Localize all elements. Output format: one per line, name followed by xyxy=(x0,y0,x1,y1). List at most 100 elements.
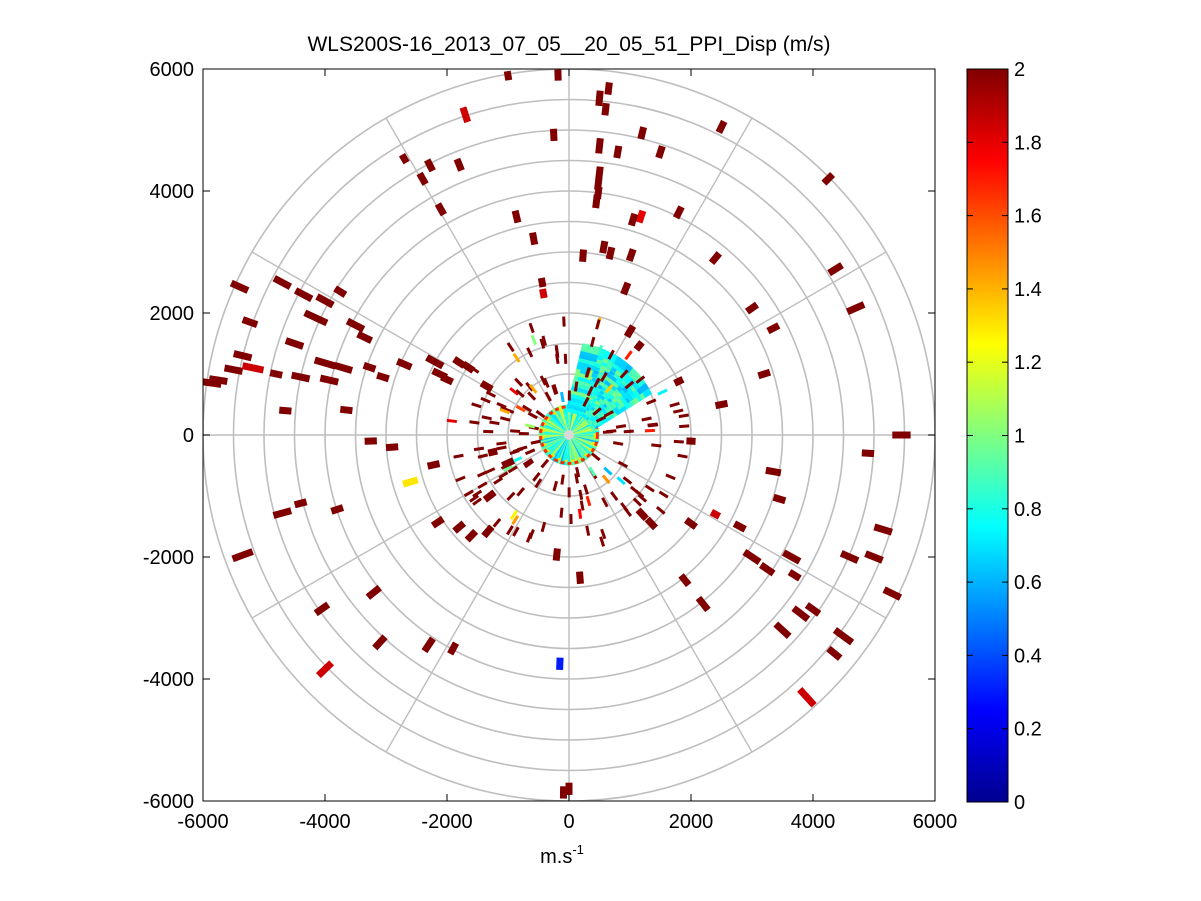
colorbar-tick-label: 1 xyxy=(1014,426,1025,448)
range-gate-segment xyxy=(453,157,465,172)
range-gate-tick xyxy=(560,474,565,485)
range-gate-tick xyxy=(624,350,633,361)
range-gate-tick xyxy=(573,381,579,392)
range-gate-tick xyxy=(518,431,529,436)
range-gate-tick xyxy=(588,466,597,477)
range-gate-segment xyxy=(503,70,513,81)
x-tick-label: -4000 xyxy=(299,811,350,833)
range-gate-segment xyxy=(873,523,893,536)
near-field-sector xyxy=(569,435,594,455)
near-field-sector xyxy=(546,412,569,435)
range-gate-segment xyxy=(604,82,613,95)
near-field-sector xyxy=(569,435,583,464)
y-tick-label: -6000 xyxy=(143,791,194,813)
range-gate-tick xyxy=(463,489,474,498)
x-axis-label-main: m.s xyxy=(540,846,572,868)
range-gate-segment xyxy=(732,520,747,533)
range-gate-segment xyxy=(479,380,494,393)
range-gate-tick xyxy=(455,475,466,483)
range-gate-tick xyxy=(647,422,658,427)
range-gate-segment xyxy=(231,548,254,563)
near-field-sector xyxy=(545,435,569,457)
range-gate-tick xyxy=(616,476,626,486)
range-gate-segment xyxy=(623,324,637,339)
range-gate-tick xyxy=(506,342,515,353)
colorbar-tick-label: 1.6 xyxy=(1014,206,1042,228)
range-gate-tick xyxy=(579,500,585,511)
data-layer xyxy=(203,69,911,799)
range-gate-segment xyxy=(376,371,390,383)
near-field-sector xyxy=(550,409,569,435)
near-field-sector xyxy=(538,428,569,435)
range-gate-segment xyxy=(364,437,377,445)
near-field-sector xyxy=(569,435,585,463)
range-gate-segment xyxy=(864,550,884,564)
range-gate-tick xyxy=(595,319,601,330)
x-tick-label: 4000 xyxy=(791,811,836,833)
range-gate-segment xyxy=(827,262,844,277)
range-gate-tick xyxy=(603,410,614,418)
colorbar-ticks: 0 0.2 0.4 0.6 0.8 1 1.2 1.4 1.6 1.8 2 xyxy=(967,59,1042,814)
range-gate-tick xyxy=(577,508,583,519)
range-gate-segment xyxy=(708,251,722,266)
range-gate-segment xyxy=(758,562,776,577)
range-gate-segment xyxy=(599,240,609,254)
near-field-sector xyxy=(569,435,581,465)
range-gate-tick xyxy=(512,352,521,363)
range-gate-tick xyxy=(632,497,643,507)
grid-spoke xyxy=(251,251,570,436)
range-gate-segment xyxy=(787,569,802,582)
range-gate-tick xyxy=(559,391,565,403)
range-gate-segment xyxy=(635,209,647,224)
range-gate-tick xyxy=(510,429,521,434)
range-gate-tick xyxy=(610,491,619,502)
near-field-sector xyxy=(569,435,593,457)
range-gate-segment xyxy=(644,516,659,531)
range-gate-segment xyxy=(832,627,855,646)
range-gate-tick xyxy=(590,452,601,462)
y-axis: -6000 -4000 -2000 0 2000 4000 6000 xyxy=(143,59,935,813)
range-gate-tick xyxy=(644,428,656,433)
x-axis: -6000 -4000 -2000 0 2000 4000 6000 xyxy=(177,69,957,833)
range-gate-tick xyxy=(477,453,489,459)
range-gate-tick xyxy=(522,458,533,467)
range-gate-tick xyxy=(542,377,550,389)
range-gate-tick xyxy=(575,466,581,478)
range-gate-segment xyxy=(362,362,377,373)
range-gate-tick xyxy=(471,402,482,409)
range-gate-tick xyxy=(526,347,534,358)
range-gate-tick xyxy=(646,398,657,406)
range-gate-segment xyxy=(839,550,860,564)
range-gate-segment xyxy=(232,350,253,362)
range-gate-segment xyxy=(821,172,836,186)
range-gate-tick xyxy=(481,415,492,421)
range-gate-tick xyxy=(602,430,614,434)
near-field-sector xyxy=(547,435,569,458)
range-gate-tick xyxy=(678,413,689,419)
range-gate-segment xyxy=(742,549,762,565)
range-gate-segment xyxy=(633,340,645,352)
range-gate-segment xyxy=(278,406,292,415)
colorbar-tick-label: 0.2 xyxy=(1014,719,1042,741)
range-gate-segment xyxy=(481,524,495,539)
echo-cell xyxy=(580,343,601,356)
range-gate-tick xyxy=(524,459,535,469)
range-gate-tick xyxy=(601,497,609,508)
x-tick-label: -2000 xyxy=(421,811,472,833)
range-gate-segment xyxy=(684,517,698,530)
range-gate-segment xyxy=(333,361,354,374)
range-gate-segment xyxy=(772,493,787,505)
range-gate-segment xyxy=(272,507,293,519)
range-gate-segment xyxy=(554,69,562,81)
range-gate-tick xyxy=(593,377,601,388)
range-gate-tick xyxy=(634,489,645,499)
range-gate-segment xyxy=(709,509,722,520)
range-gate-tick xyxy=(603,466,613,476)
range-gate-segment xyxy=(500,457,516,469)
range-gate-tick xyxy=(620,502,629,512)
range-gate-segment xyxy=(715,119,728,134)
near-field-sector xyxy=(569,435,599,444)
range-gate-tick xyxy=(476,470,488,478)
range-gate-tick xyxy=(496,402,507,409)
range-gate-segment xyxy=(434,202,447,217)
